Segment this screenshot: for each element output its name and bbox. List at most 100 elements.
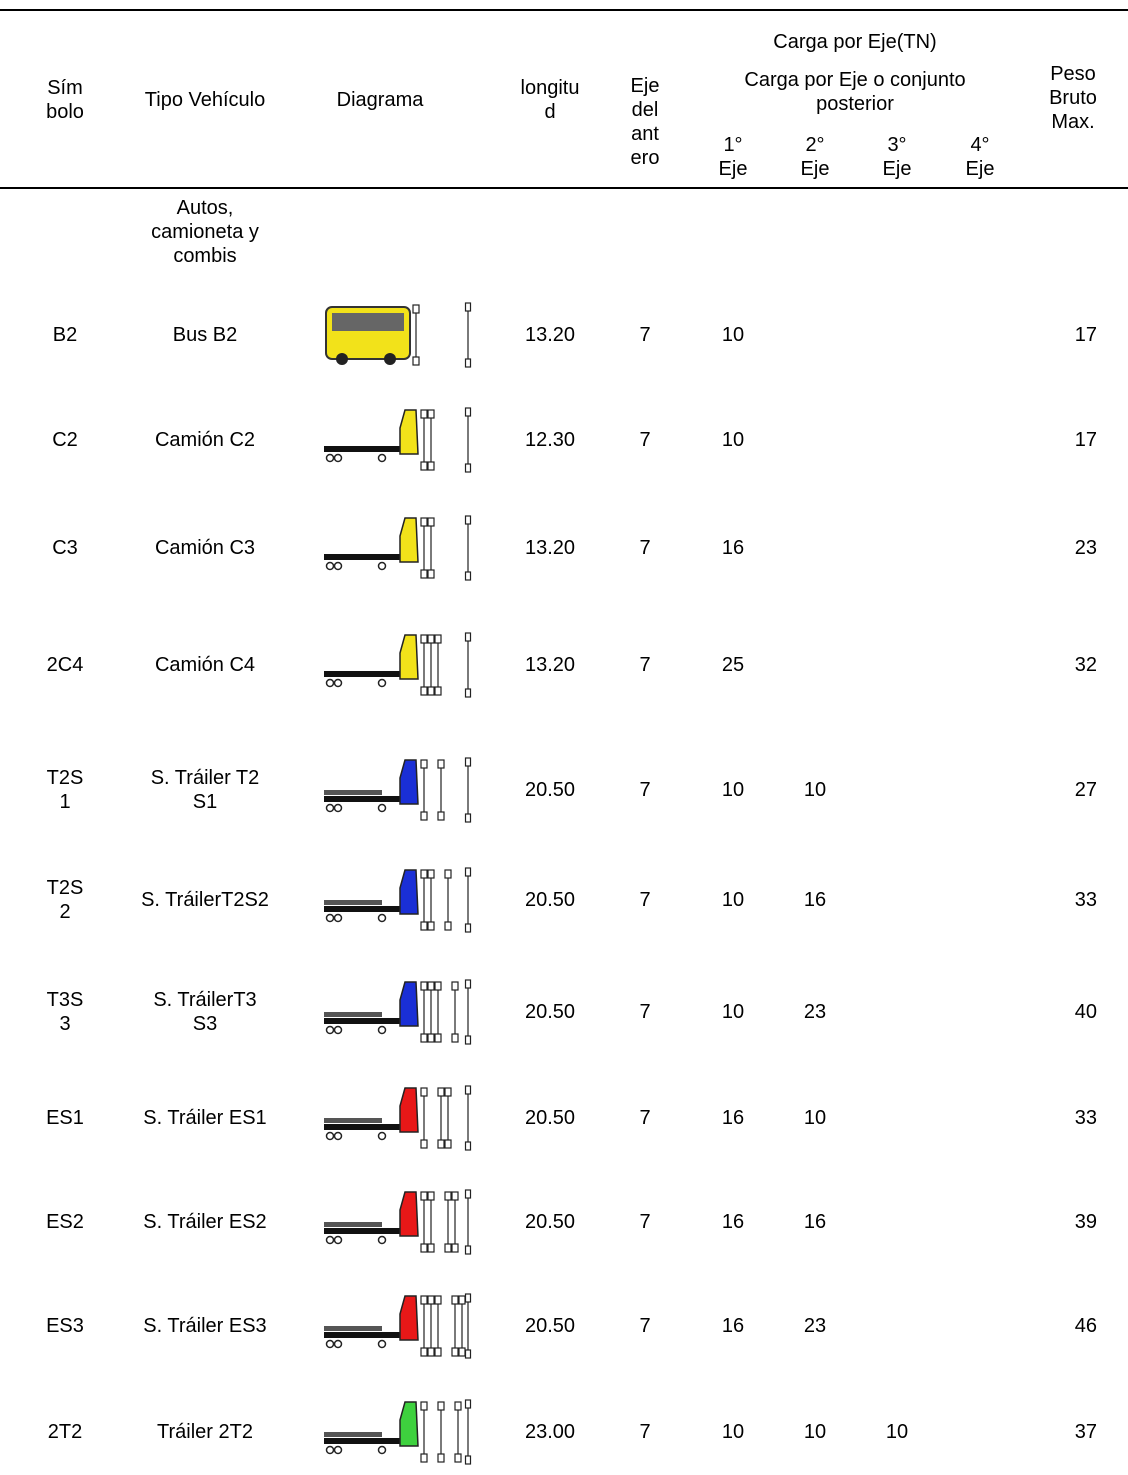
tire [452, 1192, 458, 1200]
cell-type: Autos, camioneta y combis [151, 196, 259, 268]
wheel [379, 455, 386, 462]
cell-front-axle: 7 [639, 536, 650, 560]
tire [466, 1246, 471, 1254]
cell-axle: 10 [886, 1420, 908, 1444]
wheel [335, 1027, 342, 1034]
tire [455, 1454, 461, 1462]
cell-gross: 17 [1075, 323, 1097, 347]
tire [428, 570, 434, 578]
tire [435, 1348, 441, 1356]
cell-axle: 10 [804, 1106, 826, 1130]
bed [324, 1332, 400, 1338]
wheel [335, 1237, 342, 1244]
cell-axle: 10 [722, 888, 744, 912]
tire [428, 1034, 434, 1042]
tire [459, 1348, 465, 1356]
wheel [327, 1447, 334, 1454]
header-rule [0, 187, 1128, 189]
cab [400, 1402, 418, 1446]
tire [421, 570, 427, 578]
cell-length: 12.30 [525, 428, 575, 452]
vehicle-diagram [322, 400, 472, 480]
cell-length: 23.00 [525, 1420, 575, 1444]
tire [452, 1348, 458, 1356]
cell-axle: 16 [804, 888, 826, 912]
cell-length: 20.50 [525, 1106, 575, 1130]
cell-symbol: T2S 1 [47, 766, 84, 814]
cell-symbol: T2S 2 [47, 876, 84, 924]
cell-gross: 33 [1075, 1106, 1097, 1130]
tire [428, 462, 434, 470]
vehicle-diagram [322, 508, 472, 588]
trailer [324, 900, 382, 905]
tire [466, 758, 471, 766]
tire [452, 1244, 458, 1252]
tire [421, 1348, 427, 1356]
wheel [379, 915, 386, 922]
tire [421, 922, 427, 930]
cell-axle: 10 [804, 778, 826, 802]
cell-gross: 37 [1075, 1420, 1097, 1444]
cell-front-axle: 7 [639, 778, 650, 802]
bed [324, 1124, 400, 1130]
tire [428, 687, 434, 695]
wheel [384, 353, 396, 365]
top-rule [0, 9, 1128, 11]
tire [438, 760, 444, 768]
cell-gross: 40 [1075, 1000, 1097, 1024]
cell-gross: 33 [1075, 888, 1097, 912]
trailer [324, 1118, 382, 1123]
vehicle-diagram [322, 972, 472, 1052]
tire [466, 1190, 471, 1198]
tire [466, 1142, 471, 1150]
tire [445, 1140, 451, 1148]
cell-type: Bus B2 [173, 323, 237, 347]
tire [466, 1086, 471, 1094]
cell-axle: 10 [722, 778, 744, 802]
cell-symbol: ES3 [46, 1314, 84, 1338]
header-gross: Peso Bruto Max. [1049, 62, 1097, 134]
cab [400, 1088, 418, 1132]
tire [421, 1192, 427, 1200]
tire [435, 635, 441, 643]
tire [438, 1454, 444, 1462]
tire [413, 357, 419, 365]
wheel [335, 563, 342, 570]
header-rear: Carga por Eje o conjunto posterior [744, 68, 965, 116]
cell-type: Tráiler 2T2 [157, 1420, 253, 1444]
tire [421, 1402, 427, 1410]
wheel [327, 563, 334, 570]
cell-symbol: ES2 [46, 1210, 84, 1234]
cell-length: 20.50 [525, 778, 575, 802]
tire [466, 1400, 471, 1408]
vehicle-diagram [322, 860, 472, 940]
tire [421, 1454, 427, 1462]
header-axle: 1° Eje [719, 133, 748, 181]
cell-gross: 32 [1075, 653, 1097, 677]
cell-axle: 10 [722, 1000, 744, 1024]
vehicle-diagram [322, 295, 472, 375]
tire [428, 870, 434, 878]
header-axle: 3° Eje [883, 133, 912, 181]
tire [445, 870, 451, 878]
wheel [379, 1027, 386, 1034]
tire [466, 924, 471, 932]
cell-axle: 23 [804, 1314, 826, 1338]
wheel [327, 1027, 334, 1034]
cell-length: 13.20 [525, 536, 575, 560]
wheel [327, 1133, 334, 1140]
trailer [324, 1012, 382, 1017]
cell-axle: 16 [722, 1314, 744, 1338]
cell-gross: 27 [1075, 778, 1097, 802]
wheel [335, 1133, 342, 1140]
tire [466, 868, 471, 876]
bus-windows [332, 313, 404, 331]
cell-type: S. Tráiler ES1 [143, 1106, 266, 1130]
cell-symbol: ES1 [46, 1106, 84, 1130]
cell-symbol: C3 [52, 536, 78, 560]
cell-axle: 10 [722, 1420, 744, 1444]
trailer [324, 1222, 382, 1227]
cell-front-axle: 7 [639, 323, 650, 347]
header-diagram: Diagrama [337, 88, 424, 112]
cell-front-axle: 7 [639, 1210, 650, 1234]
